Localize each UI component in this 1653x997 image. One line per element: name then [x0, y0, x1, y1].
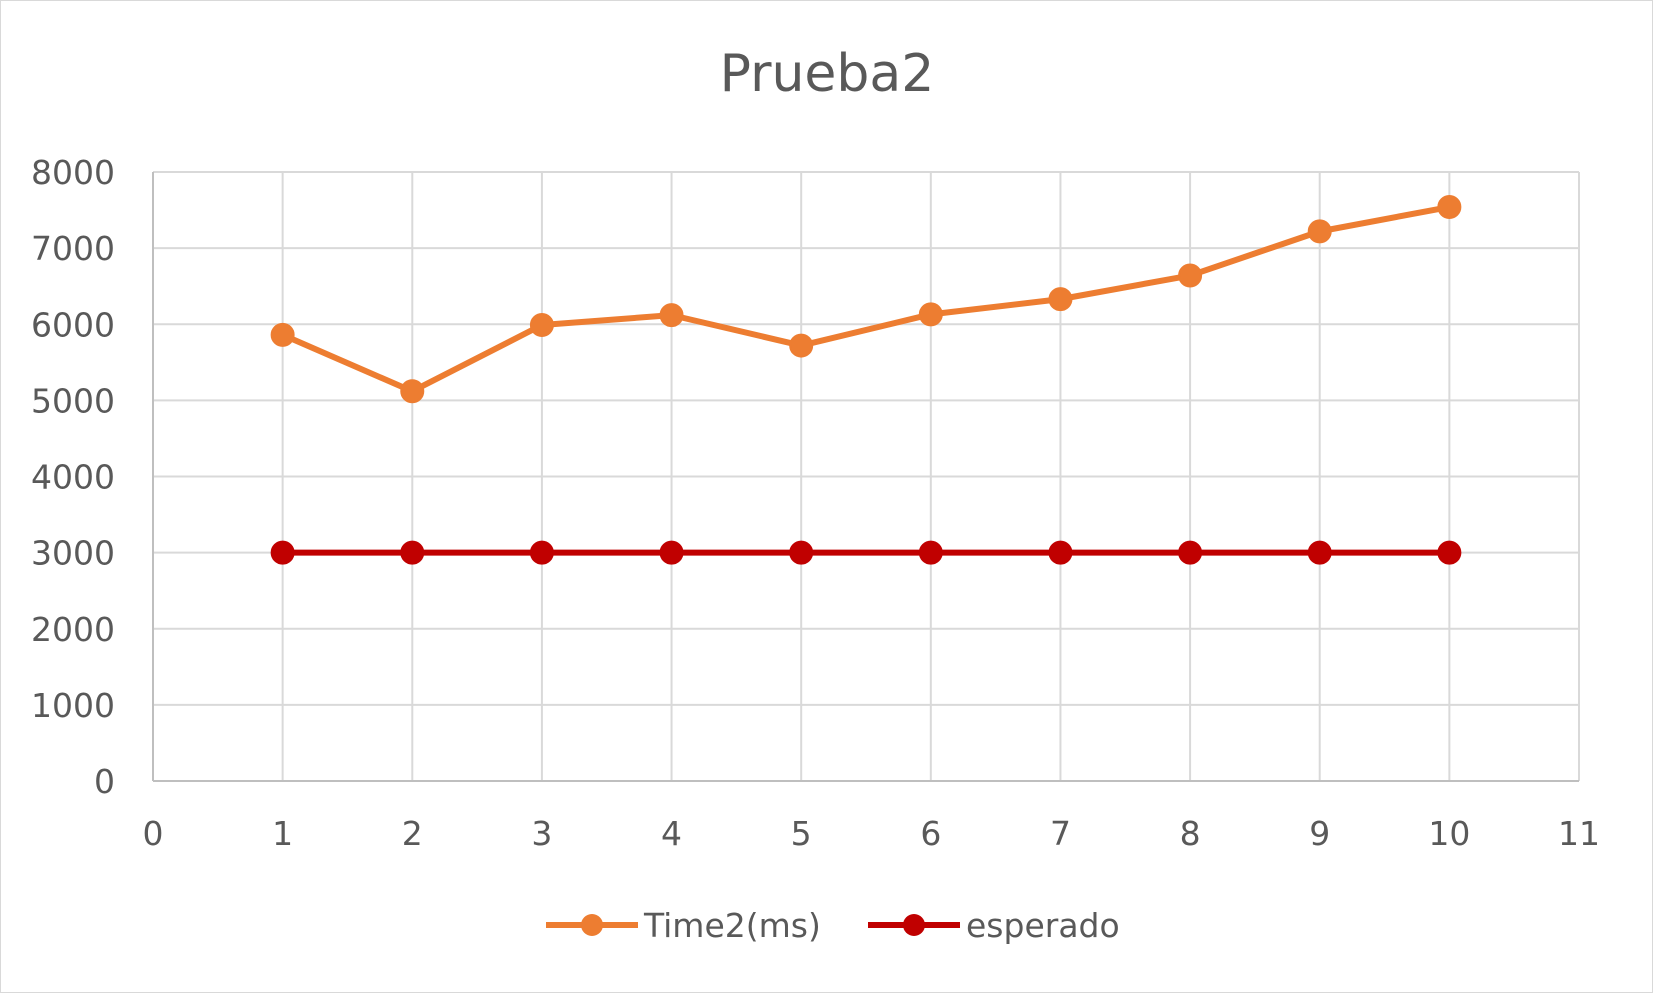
x-tick-label: 2 [402, 814, 423, 853]
y-tick-label: 5000 [31, 381, 115, 420]
y-tick-label: 7000 [31, 229, 115, 268]
axis-layer: 0 1000 2000 3000 4000 5000 6000 7000 8000 0 1 2 3 4 5 6… [31, 153, 1600, 853]
y-tick-label: 0 [94, 762, 115, 801]
x-tick-label: 4 [661, 814, 682, 853]
x-tick-label: 0 [143, 814, 164, 853]
y-tick-label: 2000 [31, 610, 115, 649]
legend-label: esperado [966, 906, 1120, 945]
x-tick-label: 8 [1180, 814, 1201, 853]
data-point [270, 322, 295, 347]
data-point [789, 333, 814, 358]
series-1 [270, 540, 1462, 565]
x-tick-label: 7 [1050, 814, 1071, 853]
data-point [918, 540, 943, 565]
data-point [1178, 263, 1203, 288]
series-line [281, 204, 1450, 395]
data-point [400, 540, 425, 565]
legend: Time2(ms) esperado [546, 906, 1120, 945]
legend-item: esperado [868, 906, 1120, 945]
x-tick-label: 3 [531, 814, 552, 853]
data-point [1048, 287, 1073, 312]
data-point [918, 302, 943, 327]
grid-layer [153, 171, 1580, 781]
x-tick-label: 5 [791, 814, 812, 853]
chart-title: Prueba2 [720, 44, 935, 104]
y-tick-label: 8000 [31, 153, 115, 192]
x-tick-label: 10 [1428, 814, 1470, 853]
data-point [1437, 540, 1462, 565]
legend-label: Time2(ms) [643, 906, 821, 945]
y-tick-label: 1000 [31, 686, 115, 725]
data-point [1437, 195, 1462, 220]
legend-item: Time2(ms) [546, 906, 821, 945]
x-tick-label: 11 [1558, 814, 1600, 853]
data-point [529, 540, 554, 565]
data-point [789, 540, 814, 565]
data-point [270, 540, 295, 565]
legend-marker [581, 914, 603, 936]
x-tick-label: 1 [272, 814, 293, 853]
y-tick-label: 4000 [31, 458, 115, 497]
y-tick-label: 3000 [31, 534, 115, 573]
data-point [1307, 219, 1332, 244]
series-0 [270, 195, 1462, 404]
y-tick-label: 6000 [31, 305, 115, 344]
data-point [659, 303, 684, 328]
data-point [529, 313, 554, 338]
x-tick-label: 6 [920, 814, 941, 853]
data-point [1178, 540, 1203, 565]
series-layer [270, 195, 1462, 565]
legend-marker [903, 914, 925, 936]
data-point [400, 379, 425, 404]
x-tick-label: 9 [1309, 814, 1330, 853]
data-point [1048, 540, 1073, 565]
data-point [1307, 540, 1332, 565]
data-point [659, 540, 684, 565]
